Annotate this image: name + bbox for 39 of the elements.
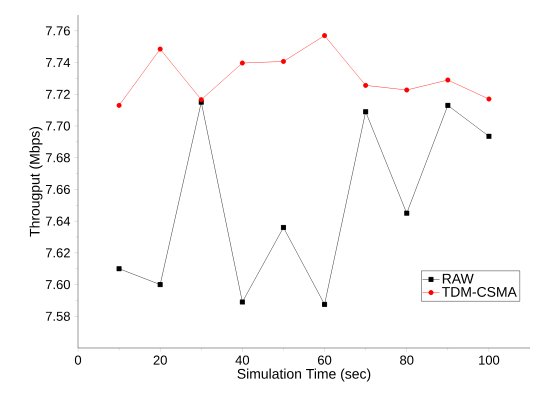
point [198, 97, 204, 102]
point [240, 300, 245, 305]
point [322, 33, 328, 38]
point [404, 210, 410, 216]
point [445, 102, 450, 108]
x-tick-label: 0 [74, 356, 82, 365]
x-tick-label: 20 [154, 356, 167, 365]
x-tick-label: 100 [479, 356, 500, 365]
point [404, 88, 410, 92]
y-tick-label: 7.68 [46, 153, 70, 162]
y-tick-label: 7.60 [46, 280, 70, 290]
point [486, 134, 492, 139]
point [116, 266, 122, 272]
x-tick-label: 80 [400, 356, 414, 365]
y-tick-label: 7.72 [46, 90, 70, 99]
x-axis-title: Simulation Time (sec) [237, 368, 370, 382]
point [240, 60, 245, 66]
point [280, 224, 286, 230]
x-tick-label: 60 [318, 356, 332, 365]
y-tick-label: 7.76 [46, 26, 70, 36]
legend-label: TDM-CSMA [442, 286, 517, 297]
y-tick-label: 7.66 [46, 184, 70, 194]
y-tick-label: 7.62 [46, 248, 70, 258]
y-tick-label: 7.70 [46, 121, 70, 131]
point [158, 282, 163, 288]
point [158, 46, 163, 52]
legend-label: RAW [442, 274, 474, 284]
point [280, 58, 286, 64]
point [363, 82, 368, 88]
y-tick-label: 7.64 [46, 216, 70, 226]
x-tick-label: 40 [235, 356, 250, 365]
point [116, 102, 122, 108]
point [363, 109, 368, 114]
point [445, 78, 450, 83]
y-axis-title: Througput (Mbps) [29, 126, 42, 237]
y-tick-label: 7.58 [46, 312, 70, 321]
y-tick-label: 7.74 [46, 58, 70, 68]
point [486, 96, 492, 102]
point [322, 302, 328, 307]
